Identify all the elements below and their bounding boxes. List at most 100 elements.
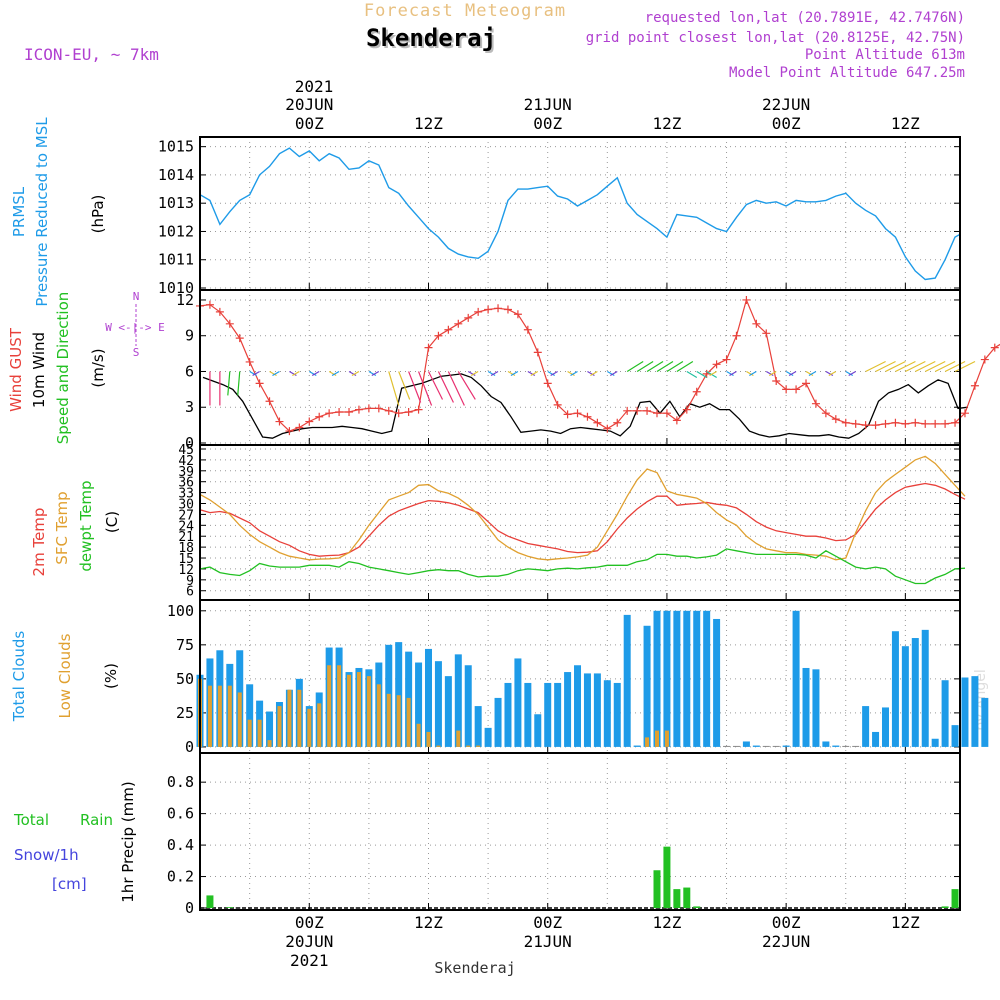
wind-arrow	[530, 370, 539, 377]
wind-arrow	[768, 370, 777, 377]
gust-marker	[513, 310, 522, 319]
wind-arrow	[550, 370, 558, 377]
top-year: 2021	[295, 77, 334, 96]
low-cloud-bar	[376, 684, 381, 747]
y-tick-label: 24	[178, 519, 194, 534]
gust-marker	[245, 357, 254, 366]
total-cloud-bar	[653, 610, 661, 747]
wind-arrow	[490, 370, 499, 377]
total-cloud-bar	[752, 745, 760, 747]
t2m-line	[199, 482, 966, 557]
wind-arrow	[609, 370, 618, 377]
total-cloud-bar	[802, 667, 810, 747]
y-tick-label: 18	[178, 541, 194, 556]
wind-arrow	[311, 370, 320, 377]
wind-arrow	[227, 371, 231, 396]
top-time-label: 00Z	[533, 114, 562, 133]
total-cloud-bar	[812, 669, 820, 747]
panel-border	[199, 752, 961, 911]
gust-marker	[901, 419, 910, 428]
gust-marker	[682, 405, 691, 414]
bottom-date-label: 20JUN	[285, 932, 333, 951]
total-cloud-bar	[881, 707, 889, 747]
wind-arrow	[368, 370, 377, 377]
gust-marker	[752, 319, 761, 328]
top-date-label: 22JUN	[762, 95, 810, 114]
gust-marker	[563, 410, 572, 419]
wind-arrow	[398, 371, 411, 400]
wind-arrow	[510, 370, 519, 377]
wind-arrow	[765, 370, 774, 377]
wind-arrow	[272, 370, 280, 377]
total-cloud-bar	[872, 731, 880, 747]
wind-arrow	[547, 370, 556, 377]
total-cloud-bar	[554, 682, 562, 747]
wind-arrow	[915, 360, 936, 373]
gust-line	[199, 298, 1000, 432]
y-tick-label: 0.4	[167, 836, 194, 854]
total-cloud-bar	[941, 680, 949, 747]
total-cloud-bar	[961, 677, 969, 747]
total-cloud-bar	[951, 725, 959, 747]
wind-arrow	[828, 370, 837, 377]
gust-label: Wind GUST	[7, 327, 25, 412]
total-cloud-bar	[782, 745, 790, 747]
wind-arrow	[348, 370, 357, 377]
total-cloud-bar	[574, 665, 582, 747]
location-shadow: Skenderaj	[368, 26, 498, 54]
gust-marker	[523, 325, 532, 334]
wind-arrow	[427, 371, 444, 400]
wind-arrow	[289, 370, 297, 377]
wind-arrow	[845, 370, 854, 377]
wind-arrow	[808, 370, 817, 377]
total-cloud-bar	[474, 706, 482, 747]
total-cloud-bar	[613, 682, 621, 747]
wind-arrow	[934, 360, 956, 373]
gust-marker	[643, 406, 652, 415]
total-cloud-bar	[603, 680, 611, 747]
total-cloud-bar	[683, 610, 691, 747]
top-time-label: 12Z	[652, 114, 681, 133]
wind-arrow	[656, 360, 674, 372]
rain-bar	[653, 870, 661, 908]
gust-marker	[861, 421, 870, 430]
total-cloud-bar	[454, 654, 462, 747]
bottom-time-label: 12Z	[414, 913, 443, 932]
rain-bar	[683, 887, 691, 908]
low-cloud-bar	[247, 719, 252, 747]
wind-arrow	[507, 370, 516, 377]
gust-marker	[990, 343, 999, 352]
gust-marker	[454, 319, 463, 328]
footer-location: Skenderaj	[434, 959, 515, 977]
y-tick-label: 12	[178, 563, 194, 578]
gust-marker	[394, 409, 403, 418]
cloud-labels: Total Clouds Low Clouds (%)	[10, 631, 120, 723]
gust-marker	[841, 418, 850, 427]
top-date-label: 20JUN	[285, 95, 333, 114]
wind-arrow	[676, 360, 694, 372]
low-cloud-bar	[476, 745, 481, 747]
gust-marker	[851, 419, 860, 428]
total-cloud-bar	[971, 676, 979, 747]
low-cloud-bar	[307, 708, 312, 747]
wind-arrow	[351, 370, 360, 377]
gust-marker	[225, 319, 234, 328]
wind-arrow	[726, 370, 734, 377]
rain-bar	[951, 889, 959, 908]
gust-marker	[494, 304, 503, 313]
total-cloud-bar	[464, 665, 472, 747]
total-cloud-bar	[891, 631, 899, 747]
y-tick-label: 6	[185, 362, 194, 380]
pressure-labels: PRMSL Pressure Reduced to MSL (hPa)	[10, 117, 107, 307]
wind-arrow	[626, 360, 644, 372]
total-cloud-bar	[723, 745, 731, 747]
plot-layer: 1010101110121013101410150369126912151821…	[158, 95, 1000, 970]
y-tick-label: 1010	[158, 279, 194, 297]
gust-marker	[702, 369, 711, 378]
wind-arrow	[805, 370, 814, 377]
total-cloud-bar	[931, 738, 939, 747]
model-label: ICON-EU, ~ 7km	[24, 45, 159, 64]
gust-marker	[474, 307, 483, 316]
low-cloud-bar	[396, 695, 401, 747]
gust-marker	[295, 423, 304, 432]
